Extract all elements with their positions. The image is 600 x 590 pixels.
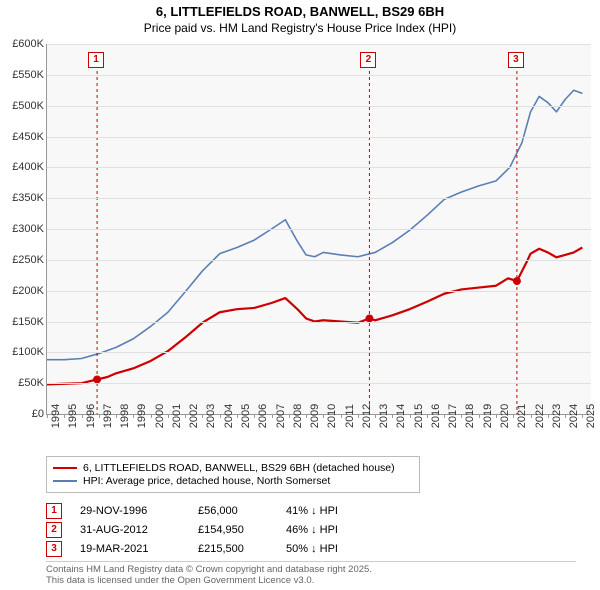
- x-axis-label: 2018: [464, 404, 476, 428]
- x-axis-label: 2009: [309, 404, 321, 428]
- x-axis-label: 1997: [102, 404, 114, 428]
- sale-date: 29-NOV-1996: [80, 505, 180, 517]
- legend-label: 6, LITTLEFIELDS ROAD, BANWELL, BS29 6BH …: [83, 462, 395, 474]
- sale-delta: 41% ↓ HPI: [286, 505, 376, 517]
- y-axis-label: £550K: [4, 69, 44, 81]
- sales-table: 1 29-NOV-1996 £56,000 41% ↓ HPI 2 31-AUG…: [46, 500, 466, 560]
- sale-price: £56,000: [198, 505, 268, 517]
- x-axis-label: 1996: [85, 404, 97, 428]
- y-axis-label: £150K: [4, 316, 44, 328]
- x-axis-label: 2001: [171, 404, 183, 428]
- x-axis-label: 2012: [361, 404, 373, 428]
- chart-marker-icon: 2: [360, 52, 376, 68]
- y-axis-label: £100K: [4, 346, 44, 358]
- chart-marker-icon: 3: [508, 52, 524, 68]
- sale-delta: 46% ↓ HPI: [286, 524, 376, 536]
- y-axis-label: £350K: [4, 192, 44, 204]
- sale-price: £215,500: [198, 543, 268, 555]
- sale-marker-icon: 1: [46, 503, 62, 519]
- y-axis-label: £400K: [4, 161, 44, 173]
- y-axis-label: £450K: [4, 131, 44, 143]
- x-axis-label: 2019: [482, 404, 494, 428]
- legend-label: HPI: Average price, detached house, Nort…: [83, 475, 330, 487]
- legend-item: 6, LITTLEFIELDS ROAD, BANWELL, BS29 6BH …: [53, 462, 413, 474]
- x-axis-label: 2008: [292, 404, 304, 428]
- y-axis-label: £0: [4, 408, 44, 420]
- chart-title-address: 6, LITTLEFIELDS ROAD, BANWELL, BS29 6BH: [0, 4, 600, 19]
- x-axis-label: 2016: [430, 404, 442, 428]
- x-axis-label: 2004: [223, 404, 235, 428]
- x-axis-label: 2013: [378, 404, 390, 428]
- x-axis-label: 2022: [534, 404, 546, 428]
- y-axis-label: £500K: [4, 100, 44, 112]
- footer-line: This data is licensed under the Open Gov…: [46, 575, 576, 586]
- y-axis-label: £250K: [4, 254, 44, 266]
- legend-swatch: [53, 467, 77, 469]
- y-axis-label: £50K: [4, 377, 44, 389]
- table-row: 1 29-NOV-1996 £56,000 41% ↓ HPI: [46, 503, 466, 519]
- x-axis-label: 2003: [205, 404, 217, 428]
- sale-marker-icon: 3: [46, 541, 62, 557]
- x-axis-label: 2023: [551, 404, 563, 428]
- x-axis-label: 1995: [67, 404, 79, 428]
- sale-delta: 50% ↓ HPI: [286, 543, 376, 555]
- legend: 6, LITTLEFIELDS ROAD, BANWELL, BS29 6BH …: [46, 456, 420, 493]
- x-axis-label: 1994: [50, 404, 62, 428]
- x-axis-label: 2014: [395, 404, 407, 428]
- x-axis-label: 2021: [516, 404, 528, 428]
- sale-date: 19-MAR-2021: [80, 543, 180, 555]
- x-axis-label: 2007: [275, 404, 287, 428]
- table-row: 3 19-MAR-2021 £215,500 50% ↓ HPI: [46, 541, 466, 557]
- sale-price: £154,950: [198, 524, 268, 536]
- x-axis-label: 2011: [344, 404, 356, 428]
- sale-marker-icon: 2: [46, 522, 62, 538]
- x-axis-label: 2015: [413, 404, 425, 428]
- table-row: 2 31-AUG-2012 £154,950 46% ↓ HPI: [46, 522, 466, 538]
- plot-area: [46, 44, 591, 415]
- x-axis-label: 2025: [585, 404, 597, 428]
- sale-date: 31-AUG-2012: [80, 524, 180, 536]
- y-axis-label: £200K: [4, 285, 44, 297]
- legend-item: HPI: Average price, detached house, Nort…: [53, 475, 413, 487]
- y-axis-label: £600K: [4, 38, 44, 50]
- legend-swatch: [53, 480, 77, 482]
- x-axis-label: 2010: [326, 404, 338, 428]
- footer-line: Contains HM Land Registry data © Crown c…: [46, 564, 576, 575]
- chart-marker-icon: 1: [88, 52, 104, 68]
- x-axis-label: 2017: [447, 404, 459, 428]
- y-axis-label: £300K: [4, 223, 44, 235]
- chart-container: 6, LITTLEFIELDS ROAD, BANWELL, BS29 6BH …: [0, 0, 600, 590]
- x-axis-label: 2002: [188, 404, 200, 428]
- x-axis-label: 1998: [119, 404, 131, 428]
- chart-title-sub: Price paid vs. HM Land Registry's House …: [0, 21, 600, 35]
- attribution-footer: Contains HM Land Registry data © Crown c…: [46, 561, 576, 586]
- x-axis-label: 1999: [136, 404, 148, 428]
- x-axis-label: 2024: [568, 404, 580, 428]
- title-block: 6, LITTLEFIELDS ROAD, BANWELL, BS29 6BH …: [0, 0, 600, 35]
- x-axis-label: 2000: [154, 404, 166, 428]
- x-axis-label: 2006: [257, 404, 269, 428]
- x-axis-label: 2020: [499, 404, 511, 428]
- x-axis-label: 2005: [240, 404, 252, 428]
